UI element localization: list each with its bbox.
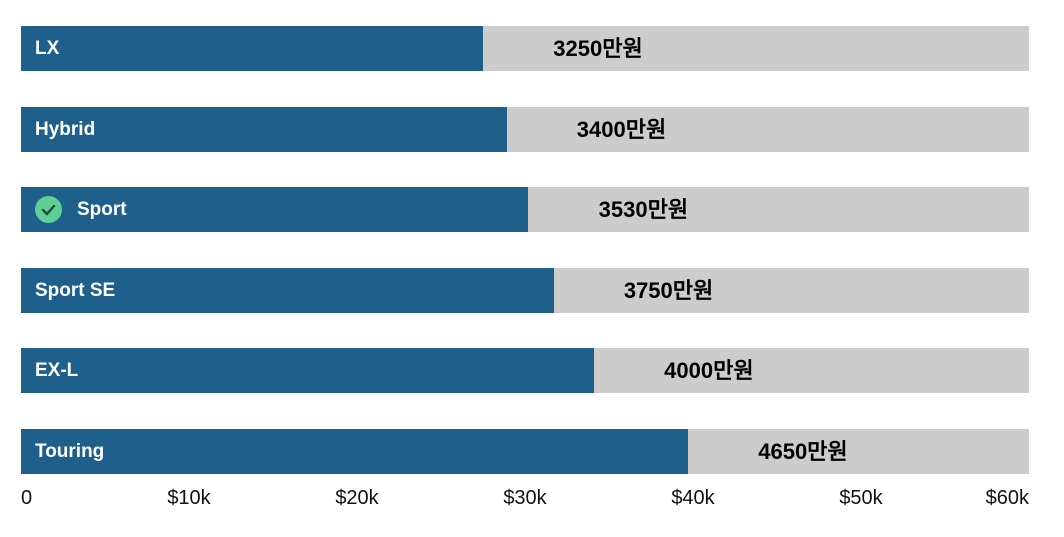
category-label: Sport (77, 199, 127, 220)
x-tick-label: 0 (21, 487, 33, 509)
bar-fill[interactable] (21, 26, 483, 71)
check-icon (35, 196, 62, 223)
x-tick-label: $10k (167, 487, 211, 509)
category-label: Hybrid (35, 119, 96, 140)
bar-track: Sport SE 3750만원 (21, 268, 1029, 313)
bar-track: EX-L 4000만원 (21, 348, 1029, 393)
x-tick-label: $60k (985, 487, 1029, 509)
bar-fill[interactable] (21, 107, 507, 152)
x-tick-label: $50k (839, 487, 883, 509)
value-label: 4000만원 (664, 358, 754, 383)
value-label: 3750만원 (623, 278, 714, 303)
category-label: EX-L (35, 360, 79, 381)
value-label: 4650만원 (758, 439, 848, 464)
category-label: Touring (35, 441, 105, 462)
category-label: Sport SE (35, 280, 116, 301)
value-label: 3250만원 (553, 36, 643, 61)
bar-fill[interactable] (21, 268, 554, 313)
bar-track: Sport 3530만원 (21, 187, 1029, 232)
bar-fill[interactable] (21, 187, 529, 232)
x-tick-label: $40k (671, 487, 715, 509)
bar-track: LX 3250만원 (21, 26, 1029, 71)
bar-fill[interactable] (21, 429, 688, 474)
x-tick-label: $30k (503, 487, 547, 509)
bar-track: Touring 4650만원 (21, 429, 1029, 474)
value-label: 3400만원 (576, 117, 667, 142)
category-label: LX (35, 38, 60, 59)
bar-track: Hybrid 3400만원 (21, 107, 1029, 152)
value-label: 3530만원 (598, 197, 689, 222)
x-tick-label: $20k (335, 487, 379, 509)
bar-fill[interactable] (21, 348, 594, 393)
